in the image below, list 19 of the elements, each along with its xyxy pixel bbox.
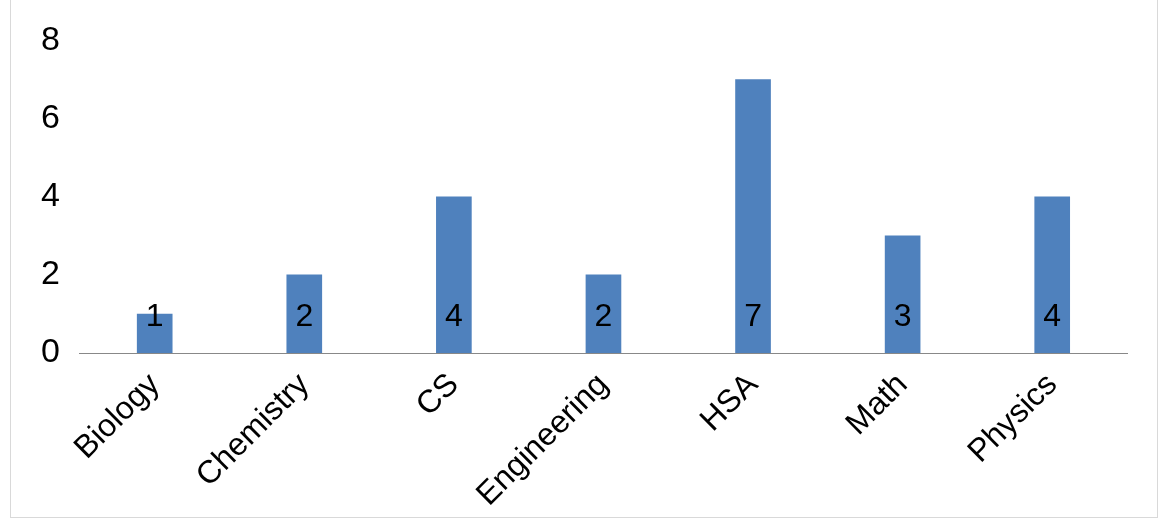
data-label: 2: [594, 296, 613, 333]
y-tick-label: 6: [40, 96, 60, 135]
data-label: 4: [444, 296, 463, 333]
y-tick-label: 8: [40, 18, 60, 57]
y-tick-label: 0: [40, 331, 60, 370]
data-label: 4: [1043, 296, 1062, 333]
bar: [436, 196, 472, 354]
y-tick-label: 2: [40, 253, 60, 292]
data-label: 2: [295, 296, 314, 333]
x-tick-label: CS: [408, 365, 466, 423]
data-label: 3: [893, 296, 912, 333]
x-tick-label: HSA: [692, 364, 765, 438]
bar: [585, 274, 622, 354]
bar: [286, 274, 323, 354]
bar: [1034, 196, 1071, 354]
bar: [884, 235, 921, 354]
data-label: 7: [744, 296, 762, 333]
bar: [735, 79, 771, 354]
y-tick-label: 4: [40, 175, 60, 214]
